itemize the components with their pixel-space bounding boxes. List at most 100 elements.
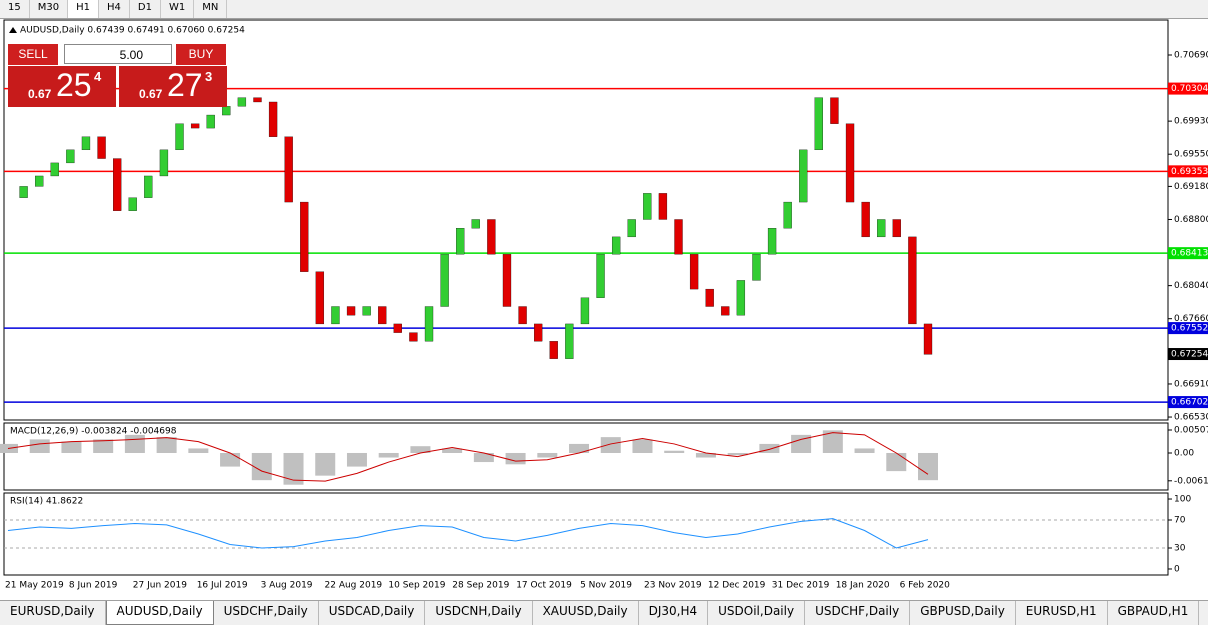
- candle: [66, 149, 75, 164]
- level-label: 0.66702: [1171, 398, 1208, 408]
- candle: [705, 288, 714, 307]
- candle: [596, 254, 605, 298]
- level-tag: [1168, 322, 1208, 335]
- candle: [128, 197, 137, 211]
- candle: [284, 136, 293, 203]
- buy-button[interactable]: BUY: [176, 44, 226, 65]
- candle: [611, 236, 621, 255]
- macd-bar: [727, 452, 748, 456]
- indicator-label: MACD(12,26,9) -0.003824 -0.004698: [10, 427, 177, 437]
- timeframe-tab[interactable]: W1: [161, 0, 195, 18]
- candle: [565, 323, 574, 359]
- candle: [331, 306, 340, 325]
- timeframe-tab[interactable]: M30: [30, 0, 69, 18]
- x-tick-label: 21 May 2019: [5, 581, 64, 591]
- level-label: 0.69353: [1171, 167, 1208, 177]
- rsi-line: [7, 518, 929, 549]
- candle: [144, 175, 153, 198]
- timeframe-tab[interactable]: 15: [0, 0, 30, 18]
- chart-title: AUDUSD,Daily 0.67439 0.67491 0.67060 0.6…: [20, 26, 245, 36]
- candle: [409, 332, 418, 342]
- y-tick-label: 0.67660: [1174, 314, 1208, 324]
- candle: [268, 101, 278, 137]
- candle: [471, 219, 480, 229]
- y-tick-label: 0.00: [1174, 448, 1194, 458]
- candle: [456, 228, 465, 255]
- chart-tab[interactable]: EURUSD,H1: [1016, 601, 1108, 625]
- chart-tab[interactable]: USDOil,Daily: [708, 601, 806, 625]
- y-tick-label: 0.69550: [1174, 150, 1208, 160]
- volume-input[interactable]: 5.00: [64, 44, 172, 64]
- candle: [752, 254, 761, 281]
- buy-price[interactable]: 0.67 27 3: [119, 66, 227, 107]
- macd-bar: [442, 448, 463, 453]
- candle: [736, 280, 746, 316]
- price-big: 25: [56, 67, 92, 103]
- macd-bar: [822, 430, 843, 453]
- y-tick-label: 0.69930: [1174, 117, 1208, 127]
- chart-tab[interactable]: DJ30,H4: [639, 601, 709, 625]
- x-tick-label: 18 Jan 2020: [836, 581, 890, 591]
- y-tick-label: 30: [1174, 543, 1186, 553]
- chart-tab[interactable]: USDCNH,Daily: [425, 601, 533, 625]
- macd-bar: [378, 452, 399, 458]
- macd-signal: [7, 432, 929, 482]
- candle: [253, 97, 262, 103]
- macd-bar: [61, 441, 82, 453]
- chart-tab[interactable]: USDCAD,Daily: [319, 601, 426, 625]
- price-small: 4: [94, 69, 102, 84]
- candle: [877, 219, 886, 238]
- timeframe-tab[interactable]: D1: [130, 0, 161, 18]
- level-tag: [1168, 82, 1208, 95]
- x-tick-label: 10 Sep 2019: [388, 581, 445, 591]
- candle: [159, 149, 169, 177]
- candle: [689, 254, 699, 290]
- candle: [81, 136, 91, 151]
- candle: [393, 323, 402, 333]
- candle: [378, 306, 387, 325]
- chart: AUDUSD,Daily 0.67439 0.67491 0.67060 0.6…: [0, 19, 1208, 591]
- chart-tab[interactable]: USDCHF,Daily: [214, 601, 319, 625]
- y-tick-label: 70: [1174, 516, 1186, 526]
- candle: [767, 228, 777, 255]
- macd-bar: [251, 452, 272, 481]
- macd-bar: [93, 439, 114, 453]
- candle: [315, 271, 325, 325]
- macd-bar: [124, 434, 145, 453]
- macd-bar: [600, 437, 621, 453]
- y-tick-label: 100: [1174, 495, 1191, 505]
- y-tick-label: 0.68040: [1174, 281, 1208, 291]
- panel-frame: [3, 492, 1169, 576]
- sell-price[interactable]: 0.67 25 4: [8, 66, 116, 107]
- candle: [97, 136, 106, 159]
- chart-tab[interactable]: GBPUSD,Daily: [910, 601, 1016, 625]
- chart-tab[interactable]: GBPAUD,H1: [1108, 601, 1200, 625]
- candle: [721, 306, 730, 316]
- price-big: 27: [167, 67, 203, 103]
- panel-frame: [3, 422, 1169, 491]
- chart-tab[interactable]: EURUSD,Daily: [0, 601, 106, 625]
- timeframe-tab[interactable]: H4: [99, 0, 130, 18]
- x-tick-label: 31 Dec 2019: [772, 581, 830, 591]
- macd-bar: [537, 452, 558, 458]
- timeframe-tab[interactable]: H1: [68, 0, 99, 18]
- candle: [113, 158, 122, 211]
- candle: [50, 162, 59, 177]
- chart-tab[interactable]: USDCHF,Daily: [805, 601, 911, 625]
- chart-tab[interactable]: AUDUSD,Daily: [105, 601, 214, 625]
- timeframe-tab[interactable]: MN: [194, 0, 228, 18]
- candle: [814, 97, 823, 151]
- y-tick-label: 0.70690: [1174, 50, 1208, 60]
- macd-bar: [188, 448, 209, 453]
- level-tag: [1168, 247, 1208, 260]
- candle: [424, 306, 434, 342]
- x-tick-label: 23 Nov 2019: [644, 581, 702, 591]
- chart-tab[interactable]: XAUUSD,Daily: [533, 601, 639, 625]
- sell-button[interactable]: SELL: [8, 44, 58, 65]
- macd-bar: [886, 452, 907, 472]
- candle: [830, 97, 839, 124]
- chart-tabs: EURUSD,Daily AUDUSD,Daily USDCHF,Daily USDC…: [0, 600, 1208, 625]
- indicator-label: RSI(14) 41.8622: [10, 497, 83, 507]
- macd-bar: [315, 452, 336, 476]
- candle: [908, 236, 917, 325]
